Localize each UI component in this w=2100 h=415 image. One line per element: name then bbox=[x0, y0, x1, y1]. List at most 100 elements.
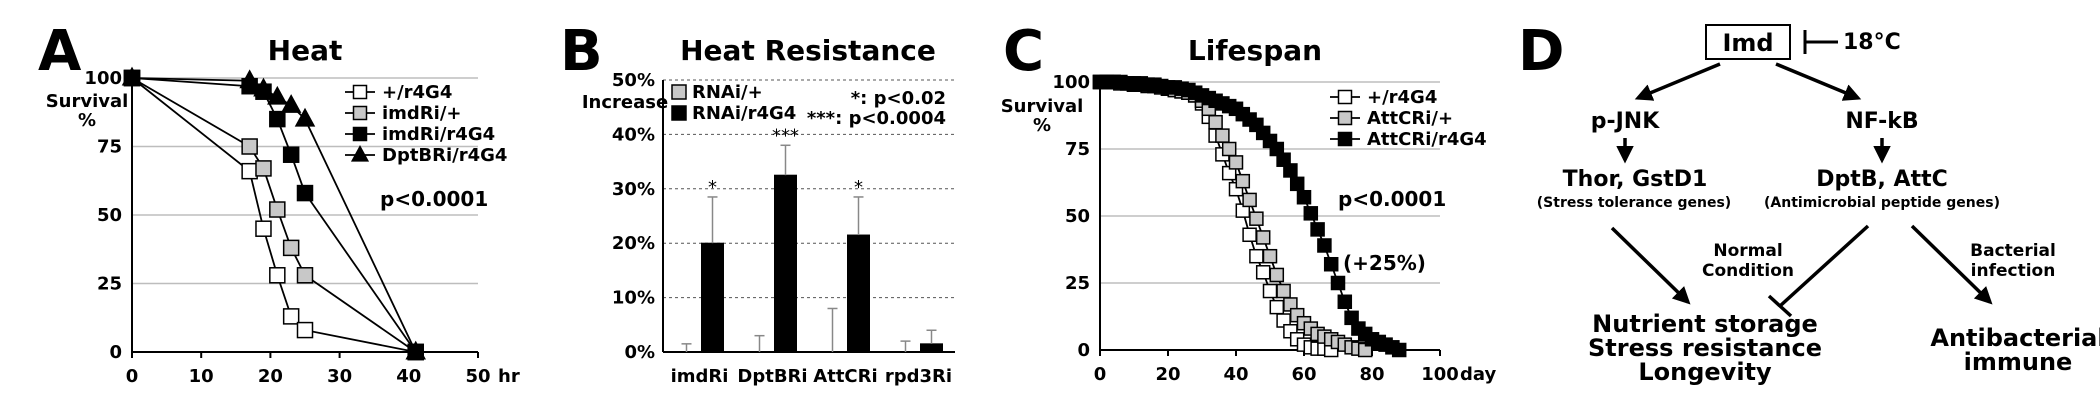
y-tick-label: 75 bbox=[97, 137, 122, 158]
data-point bbox=[1255, 265, 1271, 280]
panel-c-title: Lifespan bbox=[1188, 34, 1322, 67]
bar bbox=[774, 174, 797, 353]
data-point bbox=[1242, 227, 1257, 243]
significance-legend: ***: p<0.0004 bbox=[807, 108, 946, 129]
bar bbox=[701, 242, 724, 353]
data-point bbox=[296, 321, 314, 339]
lifespan-increase-annotation: (+25%) bbox=[1343, 251, 1426, 275]
panel-b-title: Heat Resistance bbox=[680, 34, 936, 67]
panel-a: A Heat 0 25 50 75 100 0 10 20 30 40 50 hr Survival% +… bbox=[38, 19, 520, 387]
data-point bbox=[1208, 114, 1223, 130]
data-point bbox=[269, 267, 286, 284]
data-point bbox=[1330, 275, 1346, 291]
data-point bbox=[1262, 283, 1278, 299]
bar bbox=[847, 234, 870, 353]
arrow-imd-nfkb bbox=[1775, 62, 1862, 101]
x-tick-label: 0 bbox=[1094, 364, 1107, 385]
x-tick-label: 20 bbox=[258, 366, 283, 387]
y-axis-unit: % bbox=[78, 110, 96, 131]
data-point bbox=[1337, 294, 1353, 310]
legend-label: AttCRi/r4G4 bbox=[1367, 129, 1487, 150]
data-point bbox=[282, 308, 300, 325]
x-tick-label: 40 bbox=[1223, 364, 1248, 385]
y-tick-label: 25 bbox=[1065, 273, 1090, 294]
data-point bbox=[282, 146, 300, 163]
outcome-longevity: Longevity bbox=[1638, 358, 1772, 386]
y-tick-label: 30% bbox=[612, 179, 655, 200]
p-value-annotation: p<0.0001 bbox=[380, 187, 488, 211]
legend-label: +/r4G4 bbox=[1367, 87, 1437, 108]
x-axis-label: day bbox=[1460, 364, 1496, 385]
x-tick-label: 80 bbox=[1359, 364, 1384, 385]
normal-label-2: Condition bbox=[1702, 261, 1794, 281]
panel-b: B Heat Resistance 0% 10% 20% 30% 40% 50%Incre… bbox=[560, 19, 955, 387]
significance-mark: *** bbox=[772, 125, 799, 146]
y-axis-unit: % bbox=[1033, 115, 1051, 136]
data-point bbox=[1262, 248, 1278, 264]
x-tick-label: 20 bbox=[1155, 364, 1180, 385]
outcome-nutrient-storage: Nutrient storage bbox=[1592, 310, 1818, 338]
legend-marker bbox=[1337, 89, 1353, 105]
data-point bbox=[405, 340, 426, 360]
panel-a-title: Heat bbox=[268, 34, 343, 67]
legend-swatch bbox=[671, 105, 687, 121]
inhibit-bar-storage bbox=[1767, 294, 1793, 318]
dptb-label: DptB, AttC bbox=[1816, 167, 1948, 192]
data-point bbox=[1303, 206, 1319, 221]
data-point bbox=[1276, 283, 1291, 299]
y-tick-label: 75 bbox=[1065, 139, 1090, 160]
imd-box bbox=[1705, 24, 1791, 60]
y-tick-label: 50 bbox=[1065, 206, 1090, 227]
y-tick-label: 20% bbox=[612, 233, 655, 254]
data-point bbox=[1235, 173, 1251, 189]
x-tick-label: 30 bbox=[327, 366, 352, 387]
data-point bbox=[280, 94, 302, 113]
legend-label: RNAi/+ bbox=[692, 82, 763, 103]
x-tick-label: 50 bbox=[465, 366, 490, 387]
data-point bbox=[239, 69, 260, 89]
normal-label-1: Normal bbox=[1713, 241, 1782, 261]
arrow-thor-storage bbox=[1610, 226, 1691, 305]
x-category-label: imdRi bbox=[671, 366, 729, 387]
y-tick-label: 0 bbox=[109, 342, 122, 363]
data-point bbox=[296, 184, 314, 202]
panel-letter-c: C bbox=[1003, 19, 1044, 84]
x-tick-label: 0 bbox=[126, 366, 139, 387]
x-tick-label: 40 bbox=[396, 366, 421, 387]
data-point bbox=[269, 201, 286, 218]
legend-marker bbox=[352, 126, 368, 142]
pjnk-label: p-JNK bbox=[1591, 109, 1660, 134]
data-point bbox=[1221, 141, 1237, 157]
data-point bbox=[241, 138, 258, 155]
legend-marker bbox=[1337, 131, 1353, 147]
y-axis-label: Survival bbox=[1001, 96, 1084, 117]
x-category-label: AttCRi bbox=[813, 366, 877, 387]
data-point bbox=[269, 110, 286, 128]
data-point bbox=[255, 220, 272, 237]
arrow-dptb-immune bbox=[1910, 224, 1993, 305]
x-tick-label: 60 bbox=[1291, 364, 1316, 385]
y-axis-label: Survival bbox=[46, 91, 129, 112]
data-point bbox=[1323, 256, 1339, 272]
legend-marker bbox=[1337, 110, 1353, 126]
y-tick-label: 40% bbox=[612, 124, 655, 145]
legend-label: AttCRi/+ bbox=[1367, 108, 1453, 129]
inhibit-line-dptb-storage bbox=[1778, 224, 1870, 308]
legend-marker bbox=[352, 84, 368, 100]
data-point bbox=[282, 239, 300, 257]
x-category-label: rpd3Ri bbox=[885, 366, 952, 387]
legend-label: imdRi/+ bbox=[382, 103, 462, 124]
nfkb-label: NF-kB bbox=[1845, 109, 1918, 134]
data-point bbox=[296, 267, 314, 284]
panel-letter-a: A bbox=[38, 19, 82, 84]
legend-label: DptBRi/r4G4 bbox=[382, 145, 507, 166]
y-tick-label: 25 bbox=[97, 274, 122, 295]
legend-marker bbox=[352, 105, 368, 121]
outcome-stress-resistance: Stress resistance bbox=[1588, 334, 1822, 362]
data-point bbox=[253, 77, 274, 97]
legend-swatch bbox=[671, 84, 687, 100]
p-value-annotation: p<0.0001 bbox=[1338, 187, 1446, 211]
data-point bbox=[1269, 299, 1285, 315]
